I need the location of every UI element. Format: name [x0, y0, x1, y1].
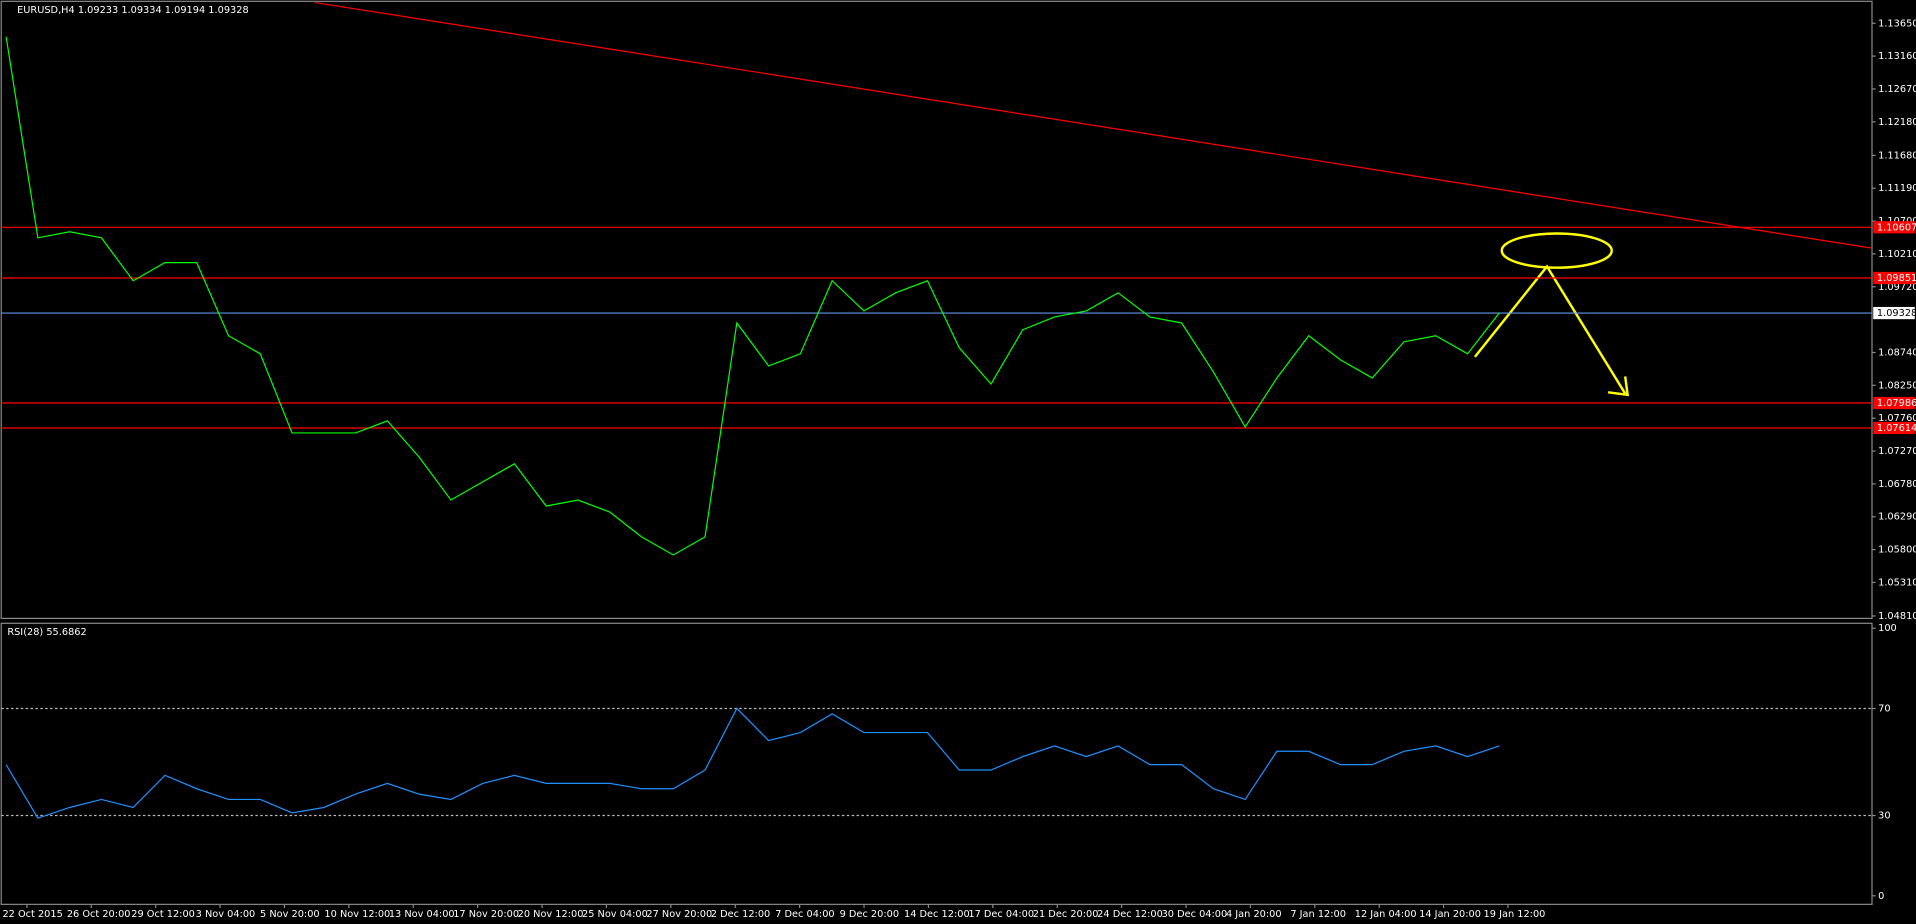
level-label: 1.07986: [1877, 398, 1916, 409]
y-tick-label: 1.10210: [1878, 249, 1916, 260]
x-tick-label: 5 Nov 20:00: [260, 909, 320, 920]
price-panel: [0, 0, 1873, 620]
x-tick-label: 14 Jan 20:00: [1419, 909, 1481, 920]
chart-title: EURUSD,H4 1.09233 1.09334 1.09194 1.0932…: [17, 5, 249, 16]
y-tick-label: 30: [1878, 811, 1890, 822]
y-tick-label: 1.06290: [1878, 512, 1916, 523]
y-tick-label: 1.05800: [1878, 545, 1916, 556]
level-tag: [1873, 221, 1915, 234]
y-tick-label: 70: [1878, 703, 1890, 714]
forecast-arrow: [1473, 264, 1627, 395]
series-line: [5, 707, 1500, 819]
x-tick-label: 7 Jan 12:00: [1290, 909, 1346, 920]
x-tick-label: 27 Nov 20:00: [646, 909, 712, 920]
x-tick-label: 7 Dec 04:00: [775, 909, 834, 920]
y-tick-label: 1.13650: [1878, 18, 1916, 29]
x-tick-label: 29 Oct 12:00: [131, 909, 195, 920]
x-tick-label: 24 Dec 12:00: [1097, 909, 1163, 920]
trend-line: [315, 1, 1873, 249]
level-tag: [1873, 396, 1915, 410]
y-tick-label: 0: [1878, 891, 1884, 902]
y-tick-label: 1.11680: [1878, 150, 1916, 161]
x-tick-label: 25 Nov 04:00: [582, 909, 648, 920]
y-tick-label: 1.05310: [1878, 577, 1916, 588]
level-label: 1.10607: [1877, 222, 1916, 233]
y-tick-label: 1.07270: [1878, 446, 1916, 457]
x-tick-label: 26 Oct 20:00: [67, 909, 131, 920]
x-tick-label: 17 Dec 04:00: [968, 909, 1034, 920]
y-tick-label: 1.09720: [1878, 282, 1916, 293]
y-tick-label: 100: [1878, 623, 1897, 634]
y-tick-label: 1.06780: [1878, 479, 1916, 490]
x-tick-label: 3 Nov 04:00: [196, 909, 256, 920]
target-ellipse: [1500, 232, 1613, 269]
level-tag: [1873, 421, 1915, 435]
current-price-label: 1.09328: [1877, 308, 1916, 319]
x-tick-label: 30 Dec 04:00: [1162, 909, 1228, 920]
y-tick-label: 1.08740: [1878, 347, 1916, 358]
y-tick-label: 1.07760: [1878, 413, 1916, 424]
x-tick-label: 21 Dec 20:00: [1033, 909, 1099, 920]
x-tick-label: 22 Oct 2015: [2, 909, 62, 920]
rsi-title: RSI(28) 55.6862: [7, 627, 86, 638]
y-tick-label: 1.12180: [1878, 117, 1916, 128]
x-tick-label: 9 Dec 20:00: [840, 909, 899, 920]
rsi-panel: [0, 622, 1873, 905]
y-tick-label: 1.11190: [1878, 183, 1916, 194]
x-tick-label: 17 Nov 20:00: [453, 909, 519, 920]
x-tick-label: 13 Nov 04:00: [389, 909, 455, 920]
y-tick-label: 1.13160: [1878, 51, 1916, 62]
x-tick-label: 4 Jan 20:00: [1226, 909, 1282, 920]
x-tick-label: 20 Nov 12:00: [518, 909, 584, 920]
x-tick-label: 12 Jan 04:00: [1355, 909, 1417, 920]
x-tick-label: 10 Nov 12:00: [324, 909, 390, 920]
x-tick-label: 19 Jan 12:00: [1484, 909, 1546, 920]
y-tick-label: 1.08250: [1878, 380, 1916, 391]
series-line: [5, 36, 1500, 556]
y-tick-label: 1.04810: [1878, 611, 1916, 622]
current-price-tag: [1873, 306, 1915, 320]
level-label: 1.09851: [1877, 273, 1916, 284]
x-tick-label: 2 Dec 12:00: [711, 909, 770, 920]
x-tick-label: 14 Dec 12:00: [904, 909, 970, 920]
level-tag: [1873, 271, 1915, 285]
level-label: 1.07614: [1877, 423, 1916, 434]
y-tick-label: 1.12670: [1878, 84, 1916, 95]
arrow-head: [1607, 376, 1630, 397]
